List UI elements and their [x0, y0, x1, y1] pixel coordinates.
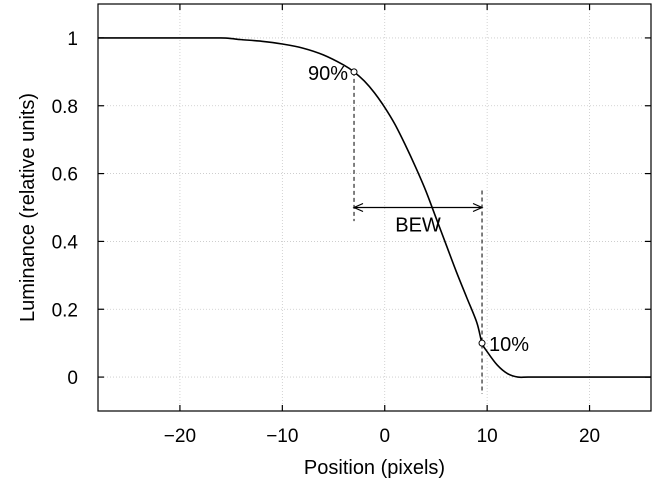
x-tick-label: −20 [164, 426, 196, 447]
x-tick-label: 0 [379, 426, 390, 447]
p90-marker [350, 68, 358, 76]
y-tick-label: 1 [67, 29, 78, 50]
x-tick-label: 10 [477, 426, 498, 447]
p10-label: 10% [489, 334, 529, 356]
grid [98, 4, 651, 411]
x-tick-label: 20 [579, 426, 600, 447]
axis-ticks: −20 −10 0 10 20 0 0.2 0.4 0.6 0.8 1 [52, 4, 651, 447]
y-tick-label: 0.4 [52, 232, 79, 253]
luminance-curve [97, 37, 651, 379]
p90-label: 90% [308, 63, 348, 85]
x-axis-label: Position (pixels) [304, 457, 445, 479]
plot-frame [97, 3, 652, 412]
bew-arrowhead-left [352, 202, 364, 213]
series [97, 37, 651, 379]
y-axis-label: Luminance (relative units) [17, 93, 39, 322]
x-tick-label: −10 [266, 426, 298, 447]
bew-label: BEW [395, 215, 441, 237]
bew-arrowhead-right [472, 202, 484, 213]
p10-marker [478, 339, 486, 347]
annotations: 90% 10% BEW [308, 63, 529, 395]
y-tick-label: 0 [67, 368, 78, 389]
y-tick-label: 0.2 [52, 300, 78, 321]
y-tick-label: 0.6 [52, 165, 78, 186]
y-tick-label: 0.8 [52, 97, 78, 118]
